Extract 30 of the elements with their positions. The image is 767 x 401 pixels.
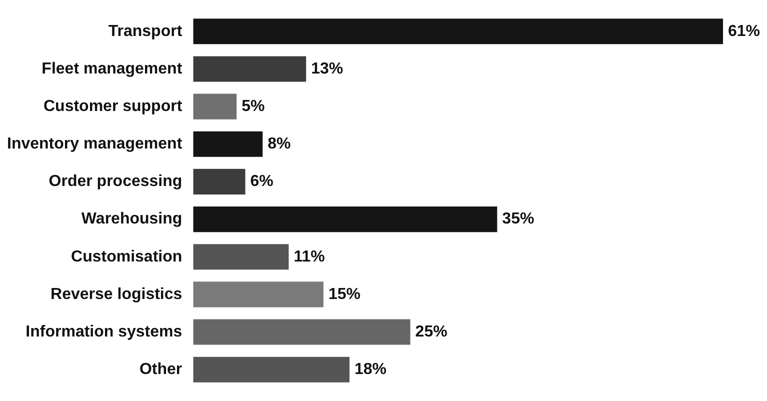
data-label: 18%: [354, 361, 387, 378]
y-tick-label: Customer support: [43, 98, 183, 115]
bar: [193, 282, 324, 308]
y-tick-label: Customisation: [71, 248, 182, 266]
data-label: 35%: [502, 210, 534, 228]
data-label: 8%: [268, 136, 291, 153]
y-tick-label: Order processing: [48, 173, 182, 190]
bar: [193, 131, 263, 157]
y-tick-label: Other: [139, 361, 182, 378]
y-tick-label: Warehousing: [81, 210, 182, 228]
bar: [193, 206, 498, 232]
y-tick-label: Inventory management: [7, 136, 183, 153]
y-tick-label: Transport: [108, 22, 183, 40]
bar: [193, 356, 350, 382]
bar: [193, 244, 289, 270]
y-tick-label: Fleet management: [42, 60, 183, 78]
y-tick-label: Information systems: [26, 323, 182, 340]
bar: [193, 56, 306, 82]
bar: [193, 18, 723, 44]
bar: [193, 94, 237, 120]
data-label: 11%: [294, 248, 325, 266]
data-label: 5%: [242, 98, 265, 115]
data-label: 15%: [328, 286, 360, 303]
bar: [193, 168, 246, 194]
data-label: 61%: [728, 22, 760, 40]
bar: [193, 319, 410, 345]
data-label: 6%: [250, 173, 274, 190]
data-label: 25%: [415, 323, 448, 340]
y-tick-label: Reverse logistics: [50, 286, 182, 303]
data-label: 13%: [311, 60, 344, 78]
